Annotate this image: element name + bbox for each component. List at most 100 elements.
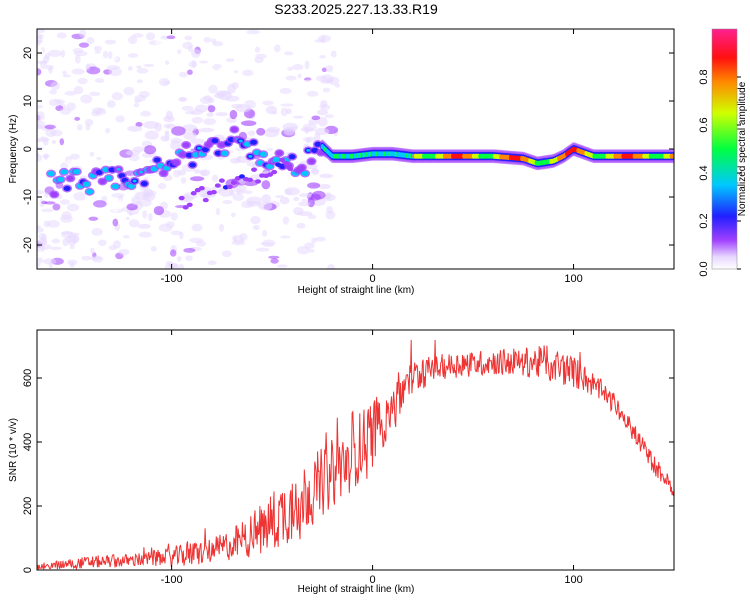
noise-speckle bbox=[208, 84, 218, 94]
noise-speckle bbox=[73, 191, 87, 201]
noise-speckle bbox=[37, 227, 44, 233]
noise-speckle bbox=[279, 87, 292, 95]
noise-speckle bbox=[160, 35, 169, 40]
colorbar-tick-label: 0.2 bbox=[698, 213, 710, 228]
ridge-blob-core bbox=[307, 158, 315, 164]
noise-speckle bbox=[314, 236, 326, 242]
noise-speckle bbox=[51, 238, 60, 244]
noise-speckle bbox=[232, 193, 244, 202]
ridge-branch-blob bbox=[275, 162, 282, 167]
noise-speckle bbox=[169, 249, 177, 257]
ridge-blob-core bbox=[95, 169, 103, 176]
noise-speckle bbox=[256, 247, 270, 252]
noise-speckle bbox=[308, 118, 320, 125]
ridge-blob-core bbox=[211, 138, 219, 144]
noise-speckle bbox=[257, 35, 263, 42]
spectrogram-y-tick-label: -20 bbox=[22, 237, 34, 253]
noise-speckle bbox=[321, 67, 327, 73]
noise-speckle bbox=[135, 122, 143, 127]
noise-speckle bbox=[261, 180, 271, 190]
noise-speckle bbox=[325, 65, 334, 73]
noise-speckle bbox=[93, 45, 103, 52]
noise-speckle bbox=[134, 95, 146, 102]
noise-speckle bbox=[37, 154, 43, 162]
noise-speckle bbox=[315, 75, 328, 82]
noise-speckle bbox=[235, 103, 252, 113]
ridge-branch-blob bbox=[255, 179, 262, 184]
noise-speckle bbox=[292, 64, 304, 71]
noise-speckle bbox=[90, 247, 95, 255]
noise-speckle bbox=[241, 120, 257, 127]
noise-speckle bbox=[270, 258, 279, 264]
noise-speckle bbox=[284, 51, 294, 56]
noise-speckle bbox=[56, 32, 67, 39]
noise-speckle bbox=[153, 205, 165, 216]
ridge-blob-core bbox=[275, 150, 283, 156]
ridge-branch-blob bbox=[178, 195, 185, 201]
noise-speckle bbox=[51, 139, 57, 144]
noise-speckle bbox=[106, 100, 116, 108]
ridge-blob-peak bbox=[49, 172, 54, 175]
noise-speckle bbox=[158, 223, 173, 232]
ridge-branch-blob bbox=[202, 197, 209, 203]
noise-speckle bbox=[293, 196, 300, 202]
ridge-blob-peak bbox=[238, 139, 243, 143]
noise-speckle bbox=[324, 192, 332, 200]
ridge-branch-blob bbox=[218, 178, 225, 183]
ridge-blob-peak bbox=[116, 167, 121, 171]
noise-speckle bbox=[59, 199, 70, 205]
noise-speckle bbox=[210, 252, 224, 259]
noise-speckle bbox=[194, 104, 208, 113]
ridge-blob-peak bbox=[139, 170, 144, 174]
noise-speckle bbox=[155, 38, 166, 47]
noise-speckle bbox=[128, 35, 138, 45]
ridge-branch-blob bbox=[279, 157, 286, 163]
noise-speckle bbox=[254, 46, 261, 53]
colorbar-ticks: 0.0 0.2 0.4 0.6 0.8 bbox=[698, 69, 741, 277]
noise-speckle bbox=[50, 246, 62, 251]
noise-speckle bbox=[59, 138, 65, 146]
ridge-blob-core bbox=[63, 185, 71, 192]
noise-speckle bbox=[108, 67, 122, 77]
ridge-blob-core bbox=[153, 157, 161, 163]
noise-speckle bbox=[203, 118, 217, 126]
noise-speckle bbox=[94, 78, 105, 83]
ridge-blob-core bbox=[140, 180, 148, 187]
snr-x-tick-label: 0 bbox=[370, 574, 376, 586]
noise-speckle bbox=[250, 216, 261, 225]
noise-speckle bbox=[224, 95, 240, 102]
noise-speckle bbox=[297, 246, 310, 255]
noise-speckle bbox=[198, 127, 215, 133]
noise-speckle bbox=[319, 55, 326, 59]
ridge-blob-core bbox=[182, 142, 190, 148]
noise-speckle bbox=[111, 208, 120, 213]
ridge-blob-core bbox=[66, 175, 74, 182]
noise-speckle bbox=[94, 50, 101, 54]
noise-speckle bbox=[89, 91, 101, 97]
noise-speckle bbox=[37, 262, 41, 268]
noise-speckle bbox=[316, 109, 329, 116]
noise-speckle bbox=[37, 39, 43, 44]
noise-speckle bbox=[231, 240, 246, 246]
ridge-blob-core bbox=[60, 169, 68, 175]
ridge-blob-core bbox=[259, 151, 267, 157]
noise-speckle bbox=[232, 235, 237, 242]
noise-speckle bbox=[266, 147, 274, 152]
noise-speckle bbox=[122, 235, 130, 239]
noise-speckle bbox=[84, 195, 94, 200]
noise-speckle bbox=[283, 126, 296, 136]
ridge-branch-blob bbox=[287, 166, 294, 171]
noise-speckle bbox=[40, 137, 50, 142]
noise-speckle bbox=[89, 151, 95, 157]
colorbar-gradient bbox=[712, 29, 737, 269]
ridge-blob-core bbox=[250, 139, 258, 145]
noise-speckle bbox=[44, 124, 56, 130]
noise-speckle bbox=[44, 192, 49, 198]
noise-speckle bbox=[318, 183, 331, 190]
noise-speckle bbox=[37, 111, 45, 117]
noise-speckle bbox=[136, 68, 149, 74]
noise-speckle bbox=[207, 260, 217, 266]
noise-speckle bbox=[330, 50, 337, 58]
noise-speckle bbox=[131, 195, 141, 206]
